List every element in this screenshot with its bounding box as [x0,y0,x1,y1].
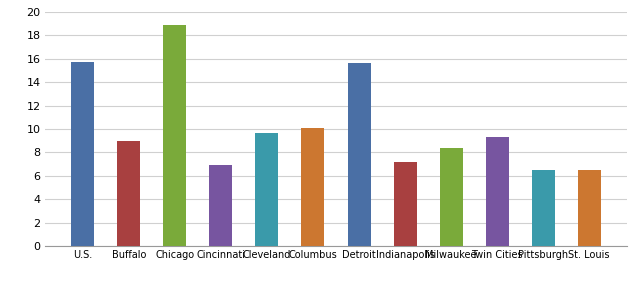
Bar [348,64,371,246]
Bar [578,170,601,246]
Bar [71,62,94,246]
Bar [301,128,324,246]
Bar [255,133,278,246]
Bar [486,137,509,246]
Bar [163,25,186,246]
Bar [440,148,463,246]
Bar [532,170,555,246]
Bar [394,162,417,246]
Bar [117,141,140,246]
Bar [209,165,232,246]
